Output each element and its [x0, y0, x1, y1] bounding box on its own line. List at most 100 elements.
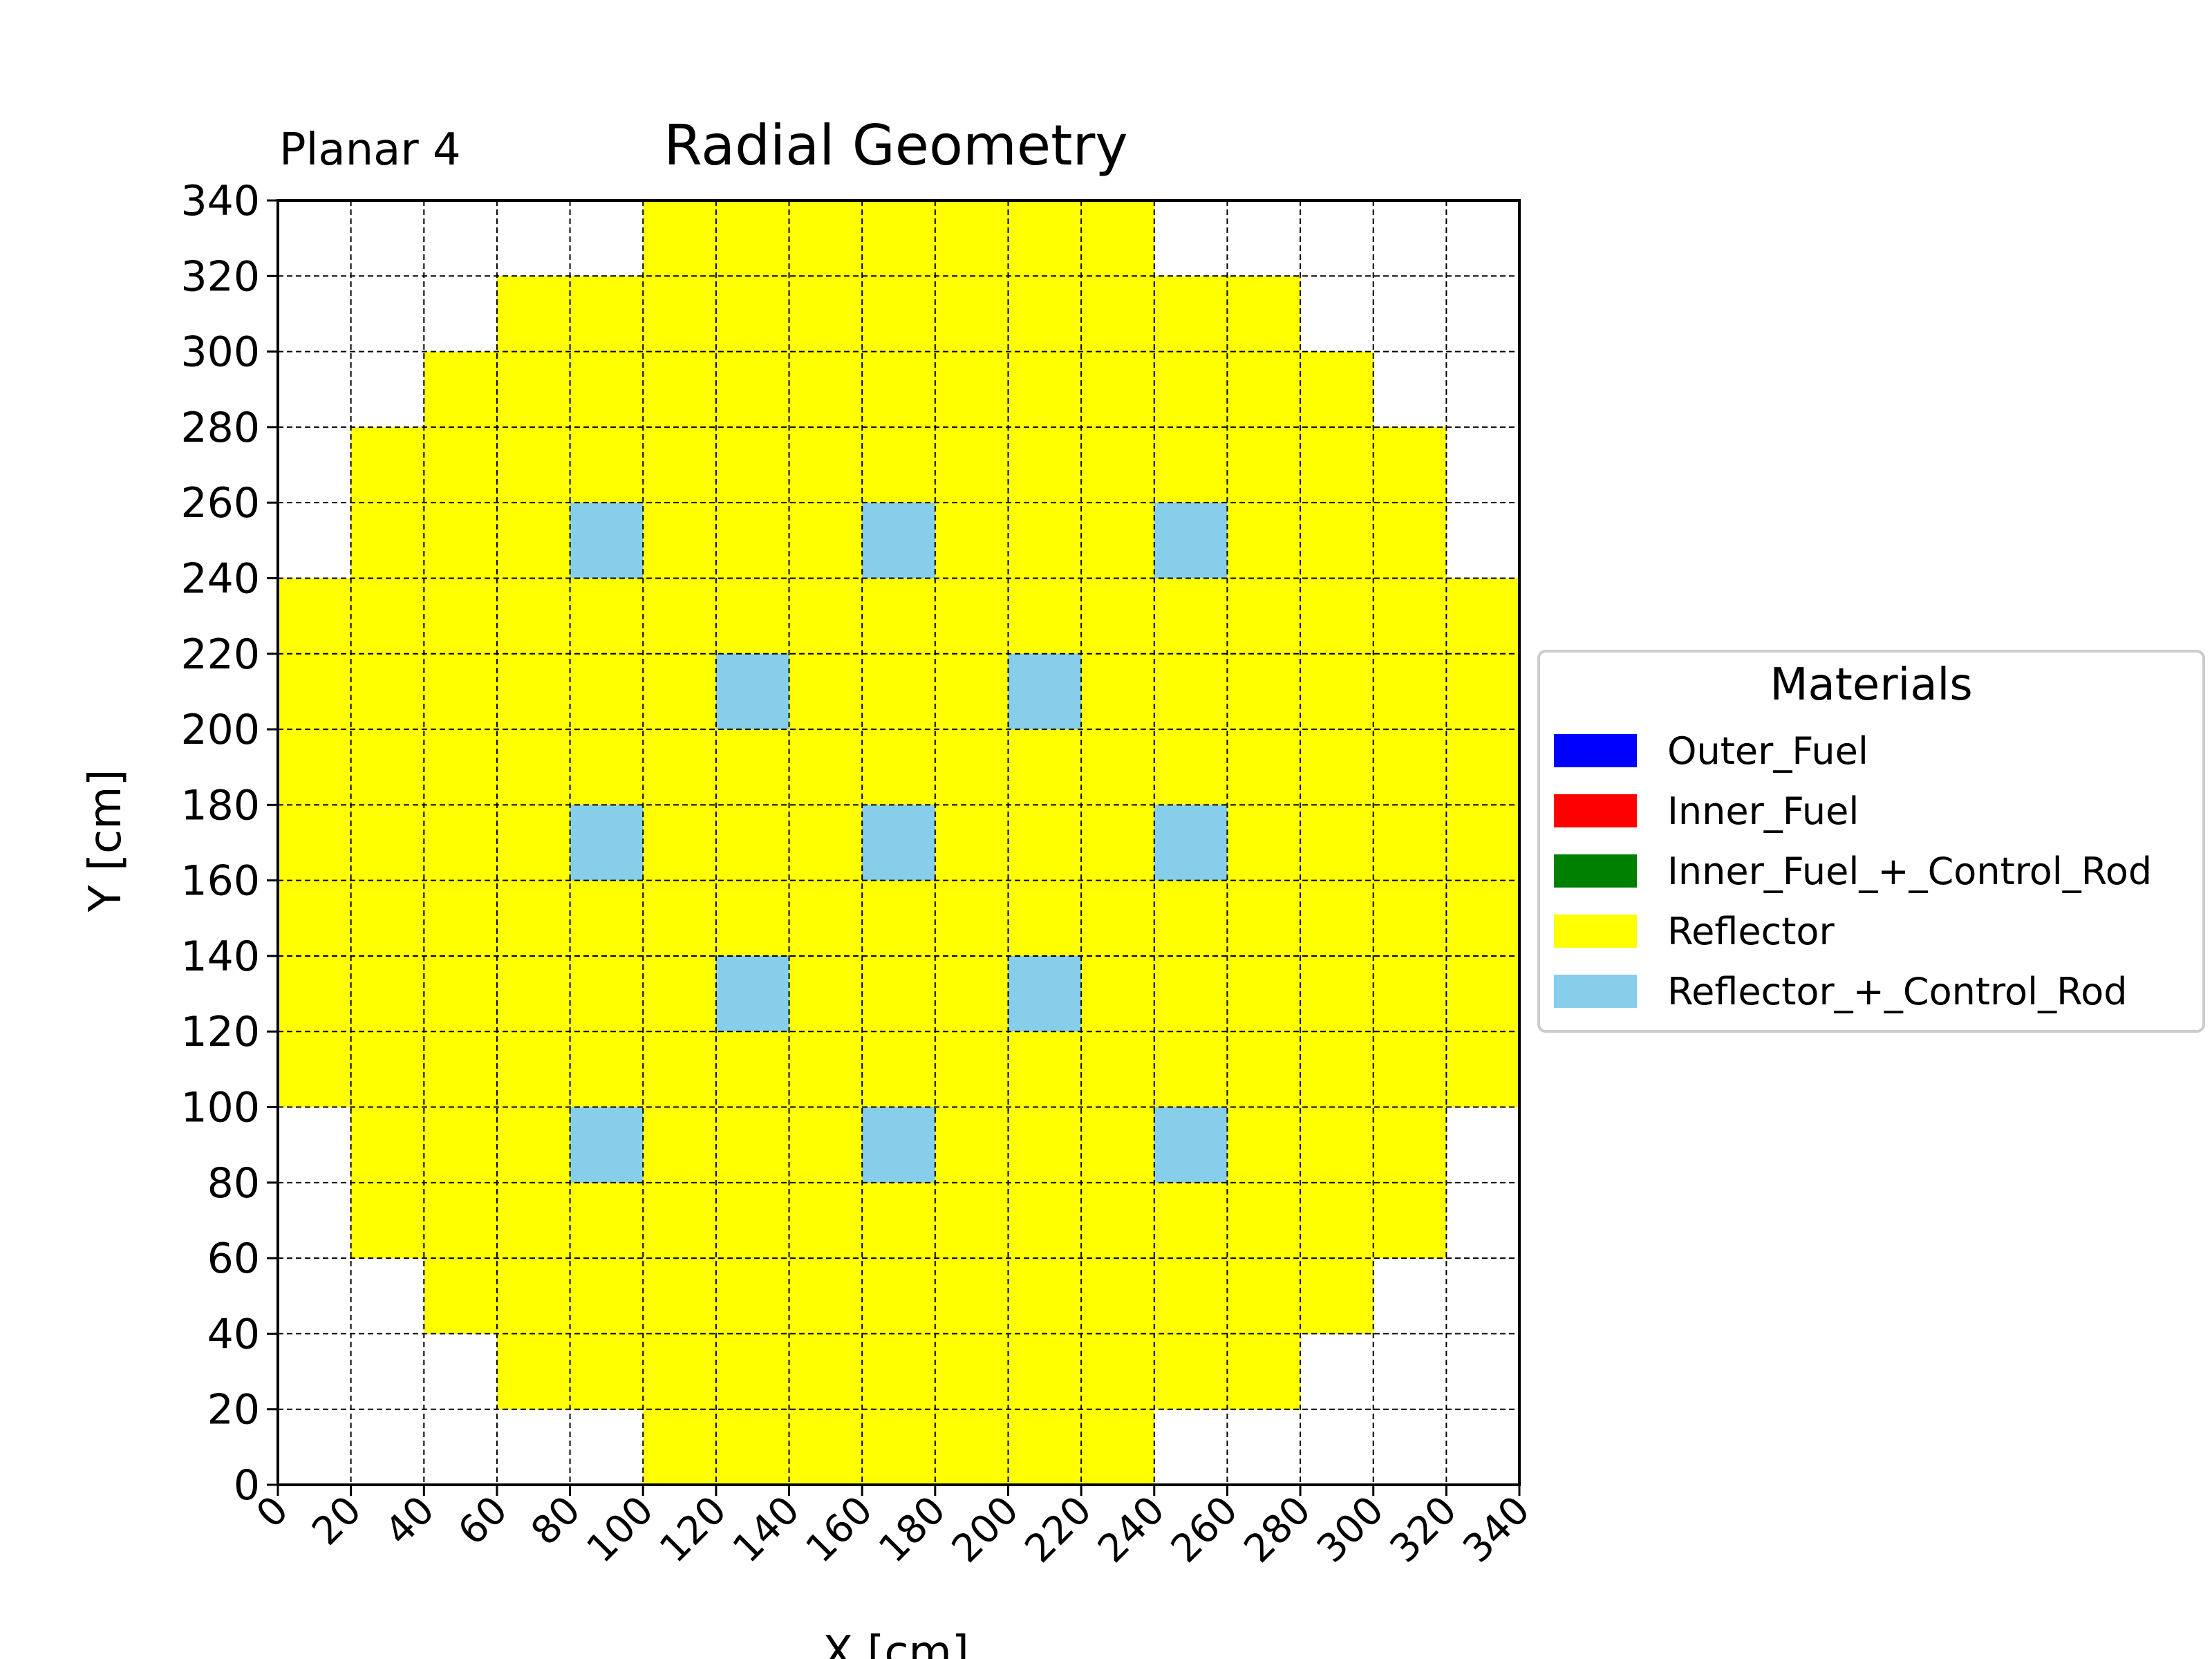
- cell-reflector: [862, 653, 936, 730]
- legend-swatch: [1554, 734, 1637, 767]
- cell-reflector: [935, 200, 1009, 276]
- cell-reflector: [862, 276, 936, 353]
- cell-reflector: [350, 955, 424, 1032]
- cell-reflector: [1154, 351, 1228, 428]
- cell-reflector: [789, 427, 863, 503]
- cell-reflector-control-rod: [1154, 503, 1228, 579]
- cell-reflector: [1154, 1182, 1228, 1259]
- cell-reflector: [715, 276, 790, 353]
- y-tick-label: 340: [180, 177, 260, 225]
- cell-reflector-control-rod: [570, 805, 644, 881]
- cell-reflector: [1227, 503, 1301, 579]
- cell-reflector: [1446, 578, 1520, 655]
- cell-reflector-control-rod: [570, 1107, 644, 1183]
- cell-reflector: [935, 427, 1009, 503]
- cell-reflector: [278, 880, 352, 957]
- cell-reflector: [935, 653, 1009, 730]
- cell-reflector: [1008, 1258, 1082, 1334]
- cell-reflector: [1446, 955, 1520, 1032]
- cell-reflector: [496, 578, 571, 655]
- y-tick-label: 240: [180, 554, 260, 603]
- cell-reflector: [1446, 880, 1520, 957]
- cell-reflector: [789, 1031, 863, 1108]
- y-tick-label: 180: [180, 781, 260, 830]
- cell-reflector: [935, 503, 1009, 579]
- x-axis-label: X [cm]: [823, 1627, 969, 1659]
- cell-reflector: [496, 880, 571, 957]
- legend-label: Reflector_+_Control_Rod: [1667, 970, 2128, 1013]
- cell-reflector: [1373, 805, 1447, 881]
- cell-reflector: [424, 1258, 498, 1334]
- cell-reflector: [1300, 653, 1374, 730]
- cell-reflector: [715, 427, 790, 503]
- cell-reflector: [935, 1182, 1009, 1259]
- cell-reflector: [715, 1333, 790, 1410]
- cell-reflector: [570, 955, 644, 1032]
- cell-reflector: [1227, 351, 1301, 428]
- cell-reflector: [1081, 200, 1155, 276]
- cell-reflector-control-rod: [862, 805, 936, 881]
- cell-reflector: [643, 276, 717, 353]
- cell-reflector: [1081, 1409, 1155, 1485]
- cell-reflector: [1373, 653, 1447, 730]
- cell-reflector: [789, 805, 863, 881]
- cell-reflector: [424, 351, 498, 428]
- cell-reflector: [1154, 276, 1228, 353]
- cell-reflector: [496, 276, 571, 353]
- cell-reflector: [1008, 729, 1082, 805]
- cell-reflector: [643, 1107, 717, 1183]
- cell-reflector: [1081, 427, 1155, 503]
- cell-reflector: [1081, 955, 1155, 1032]
- cell-reflector: [935, 578, 1009, 655]
- legend-label: Outer_Fuel: [1667, 729, 1868, 773]
- x-tick-label: 240: [1089, 1488, 1174, 1572]
- cell-reflector: [278, 955, 352, 1032]
- cell-reflector: [1081, 1333, 1155, 1410]
- cell-reflector: [278, 653, 352, 730]
- legend-swatch: [1554, 794, 1637, 827]
- x-axis-ticks: 0 20 40 60 801001201401601802002202402602803…: [248, 1485, 1539, 1571]
- cell-reflector: [1446, 729, 1520, 805]
- cell-reflector: [1008, 351, 1082, 428]
- cell-reflector: [1154, 427, 1228, 503]
- cell-reflector-control-rod: [715, 653, 790, 730]
- cell-reflector: [570, 1182, 644, 1259]
- cell-reflector: [862, 1333, 936, 1410]
- cell-reflector: [643, 427, 717, 503]
- cell-reflector: [862, 880, 936, 957]
- cell-reflector: [643, 1031, 717, 1108]
- cell-reflector: [1446, 653, 1520, 730]
- cell-reflector: [570, 1031, 644, 1108]
- cell-reflector: [1373, 578, 1447, 655]
- cell-reflector: [715, 1031, 790, 1108]
- plot-frame: [276, 199, 1521, 1486]
- cell-reflector: [935, 955, 1009, 1032]
- cell-reflector: [862, 955, 936, 1032]
- cell-reflector: [1300, 1107, 1374, 1183]
- cell-reflector: [1081, 729, 1155, 805]
- cell-reflector: [1300, 880, 1374, 957]
- legend: Materials Outer_Fuel Inner_Fuel Inner_Fuel…: [1537, 650, 2205, 1033]
- cell-reflector: [1227, 1333, 1301, 1410]
- cell-reflector: [278, 729, 352, 805]
- cell-reflector: [715, 729, 790, 805]
- cell-reflector: [570, 1333, 644, 1410]
- cell-reflector: [935, 1031, 1009, 1108]
- cell-reflector: [935, 1409, 1009, 1485]
- y-tick-label: 220: [180, 630, 260, 679]
- y-tick-label: 40: [207, 1310, 260, 1358]
- cell-reflector: [424, 1031, 498, 1108]
- cell-reflector: [1300, 805, 1374, 881]
- cell-reflector: [1081, 1258, 1155, 1334]
- cell-reflector: [789, 578, 863, 655]
- cell-reflector: [496, 1107, 571, 1183]
- cell-reflector: [1154, 1333, 1228, 1410]
- cell-reflector: [715, 578, 790, 655]
- cell-reflector: [1227, 955, 1301, 1032]
- y-axis-ticks: 0 20 40 60 80 100 120 140 160 180 200 220 240 260 280 3…: [180, 177, 278, 1510]
- cell-reflector: [935, 1333, 1009, 1410]
- y-tick-label: 100: [180, 1084, 260, 1132]
- cell-reflector-control-rod: [1008, 955, 1082, 1032]
- cell-reflector: [935, 351, 1009, 428]
- cell-reflector: [1373, 427, 1447, 503]
